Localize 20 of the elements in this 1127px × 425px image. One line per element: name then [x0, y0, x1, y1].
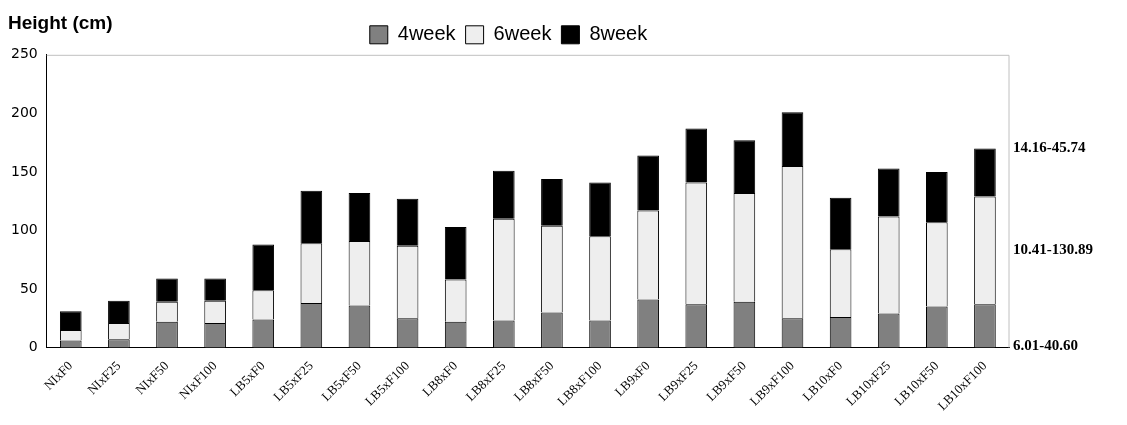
- bar: [541, 178, 563, 226]
- y-tick-label: 250: [10, 45, 38, 62]
- y-tick-label: 100: [10, 221, 38, 238]
- chart-title: Height (cm): [8, 11, 113, 33]
- y-tick-label: 50: [19, 279, 38, 296]
- bar: [204, 278, 226, 301]
- text: 10.41-130.89: [1013, 241, 1093, 258]
- bar: [108, 300, 130, 323]
- bar: [637, 155, 659, 211]
- text: 6.01-40.60: [1013, 336, 1078, 353]
- bar: [156, 278, 178, 302]
- legend-label: 8week: [589, 22, 649, 45]
- bar: [589, 182, 611, 237]
- legend-label: 4week: [397, 22, 457, 45]
- legend-label: 6week: [493, 22, 553, 45]
- y-tick-label: 200: [10, 103, 38, 120]
- bar: [974, 148, 996, 197]
- y-tick-label: 0: [28, 338, 38, 355]
- y-tick-label: 150: [10, 162, 38, 179]
- text: 14.16-45.74: [1013, 139, 1086, 156]
